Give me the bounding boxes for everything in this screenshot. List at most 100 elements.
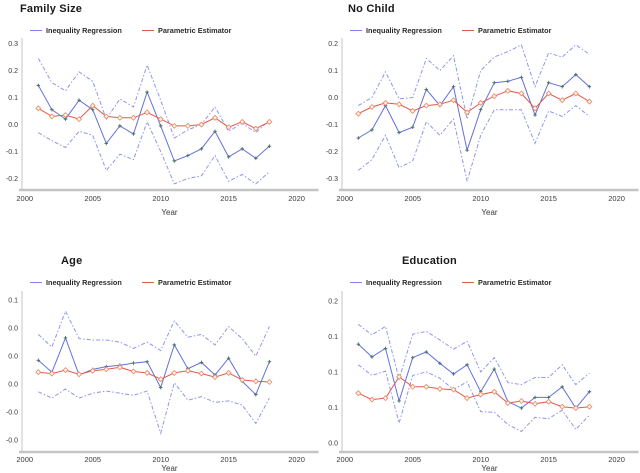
diamond-marker <box>436 385 443 392</box>
diamond-marker <box>477 99 484 106</box>
cross-marker <box>131 361 136 365</box>
diamond-marker <box>559 403 566 410</box>
inequality-regression-line <box>357 343 590 409</box>
panel-family-size: Family Size Inequality Regression Parame… <box>0 0 320 237</box>
legend-label-inequality: Inequality Regression <box>366 26 442 35</box>
legend-label-inequality: Inequality Regression <box>46 278 122 287</box>
y-tick-label: -0.1 <box>6 149 18 156</box>
cross-marker <box>77 98 81 103</box>
confidence-interval-line <box>357 364 590 433</box>
cross-marker <box>213 129 217 134</box>
diamond-marker <box>491 388 498 395</box>
diamond-marker <box>423 102 430 109</box>
diamond-marker <box>409 383 416 390</box>
diamond-marker <box>184 367 191 374</box>
legend-label-parametric: Parametric Estimator <box>478 278 552 287</box>
diamond-marker <box>572 90 579 97</box>
cross-marker <box>574 72 578 77</box>
diamond-marker <box>157 116 164 123</box>
x-tick-label: 2015 <box>540 194 557 203</box>
y-tick-label: 0.1 <box>8 298 18 305</box>
cross-marker <box>424 350 429 354</box>
y-tick-label: -0.1 <box>326 122 338 129</box>
diamond-marker <box>62 367 69 374</box>
diamond-marker <box>586 403 593 410</box>
panel-no-child: No Child Inequality Regression Parametri… <box>320 0 640 237</box>
cross-marker <box>546 80 551 85</box>
diamond-marker <box>355 110 362 117</box>
x-tick-label: 2005 <box>84 455 101 464</box>
cross-marker <box>240 147 245 151</box>
cross-marker <box>465 148 469 152</box>
y-tick-label: 0.2 <box>8 68 18 75</box>
diamond-marker <box>504 400 511 407</box>
diamond-marker <box>532 105 539 112</box>
diamond-marker <box>266 378 273 386</box>
parametric-estimator-line <box>358 376 590 409</box>
cross-marker <box>356 342 361 346</box>
y-tick-label: 0.1 <box>328 369 338 376</box>
legend-line-parametric-icon <box>462 30 474 31</box>
x-tick-label: 2015 <box>220 194 237 203</box>
diamond-marker <box>477 391 484 398</box>
x-tick-label: 2000 <box>16 194 33 203</box>
diamond-marker <box>198 370 205 377</box>
cross-marker <box>410 125 415 130</box>
x-tick-label: 2020 <box>288 455 305 464</box>
cross-marker <box>254 156 258 161</box>
diamond-marker <box>491 93 498 100</box>
diamond-marker <box>76 371 83 378</box>
panel-title-education: Education <box>402 255 457 267</box>
cross-marker <box>158 385 163 390</box>
cross-marker <box>199 147 204 151</box>
y-tick-label: 0.1 <box>8 95 18 102</box>
diamond-marker <box>130 114 137 121</box>
diamond-marker <box>103 113 110 120</box>
legend-label-inequality: Inequality Regression <box>46 26 122 35</box>
cross-marker <box>199 360 204 365</box>
diamond-marker <box>144 369 151 376</box>
y-tick-label: 0.0 <box>8 354 18 361</box>
cross-marker <box>451 372 456 376</box>
diamond-marker <box>450 386 457 393</box>
x-tick-label: 2020 <box>288 194 305 203</box>
y-tick-label: 0.2 <box>328 41 338 48</box>
diamond-marker <box>504 87 511 94</box>
diamond-marker <box>171 369 178 376</box>
cross-marker <box>158 124 163 128</box>
cross-marker <box>370 355 374 359</box>
confidence-interval-line <box>38 120 270 185</box>
diamond-marker <box>116 114 123 121</box>
cross-marker <box>172 343 177 347</box>
diamond-marker <box>382 99 389 106</box>
legend-line-parametric-icon <box>462 282 474 283</box>
diamond-marker <box>35 105 42 112</box>
diamond-marker <box>35 369 42 376</box>
diamond-marker <box>130 368 137 375</box>
x-tick-label: 2000 <box>16 455 33 464</box>
diamond-marker <box>586 98 593 105</box>
diamond-marker <box>396 373 403 380</box>
diamond-marker <box>396 101 403 108</box>
x-tick-label: 2010 <box>472 455 489 464</box>
cross-marker <box>267 144 272 148</box>
x-tick-label: 2000 <box>336 194 353 203</box>
diamond-marker <box>212 114 219 121</box>
legend-label-inequality: Inequality Regression <box>366 278 442 287</box>
cross-marker <box>519 406 524 410</box>
y-tick-label: -0.0 <box>6 438 18 445</box>
diamond-marker <box>518 397 525 405</box>
diamond-marker <box>436 101 443 108</box>
plot-education: 0.2 0.1 0.1 0.1 0.0 2000 2005 2010 2015 2020 Year <box>328 291 639 473</box>
y-tick-label: 0.1 <box>328 68 338 75</box>
y-tick-label: 0.0 <box>328 440 338 447</box>
diamond-marker <box>450 97 457 104</box>
diamond-marker <box>116 364 123 371</box>
y-tick-label: 0.0 <box>328 95 338 102</box>
diamond-marker <box>103 366 110 373</box>
plot-no-child: 0.2 0.1 0.0 -0.1 -0.2 -0.3 2000 2005 2010 2015 202… <box>326 38 639 217</box>
cross-marker <box>267 359 272 364</box>
legend-line-parametric-icon <box>142 282 154 283</box>
panel-title-no-child: No Child <box>348 3 395 15</box>
cross-marker <box>492 80 497 85</box>
